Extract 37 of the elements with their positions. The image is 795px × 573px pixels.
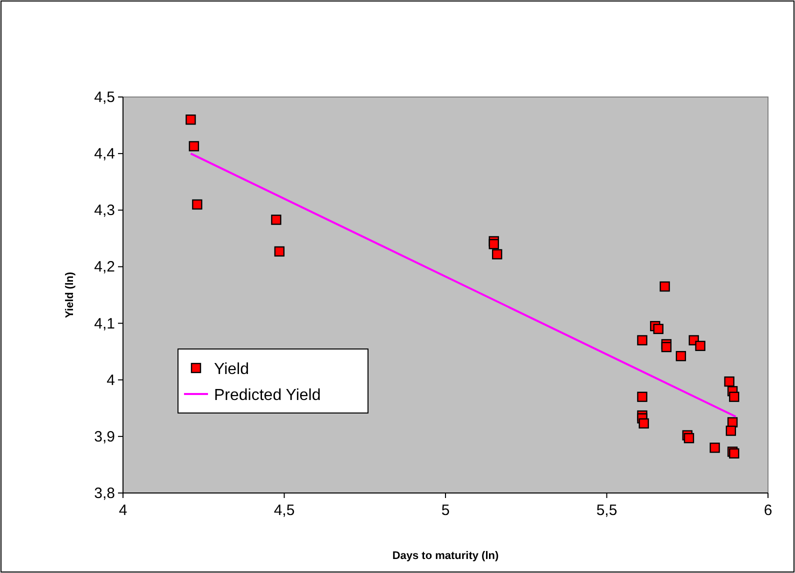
y-tick-label: 3,8 [94,485,115,502]
y-tick-label: 4,2 [94,258,115,276]
point [638,418,649,429]
point [637,392,648,402]
y-axis-title: Yield (ln) [64,272,76,318]
point [488,238,499,250]
x-axis-title: Days to maturity (ln) [392,550,500,562]
x-tick-label: 4,5 [274,502,295,519]
point [653,324,664,334]
point [684,433,694,444]
point [660,281,670,292]
point [186,114,196,125]
y-tick-label: 4,5 [94,89,115,106]
point [661,342,672,352]
point [274,246,285,257]
point [271,214,282,225]
point [726,426,736,436]
x-tick-label: 6 [764,502,772,519]
y-tick-label: 4,3 [94,202,115,220]
point [710,442,720,453]
point [729,392,740,402]
point [676,350,686,362]
x-tick-label: 4 [118,502,128,519]
legend-label: Predicted Yield [214,387,321,404]
y-tick-label: 3,9 [94,428,115,446]
point [492,249,502,260]
point [637,335,648,346]
x-tick-label: 5 [441,502,450,519]
legend-label: Yield [214,361,249,378]
point [695,340,706,352]
point [724,376,734,387]
point [188,141,200,152]
y-tick-label: 4 [106,372,115,389]
x-tick-label: 5,5 [596,502,618,519]
y-tick-label: 4,4 [94,146,115,163]
y-tick-label: 4,1 [94,315,115,332]
point [192,199,202,210]
